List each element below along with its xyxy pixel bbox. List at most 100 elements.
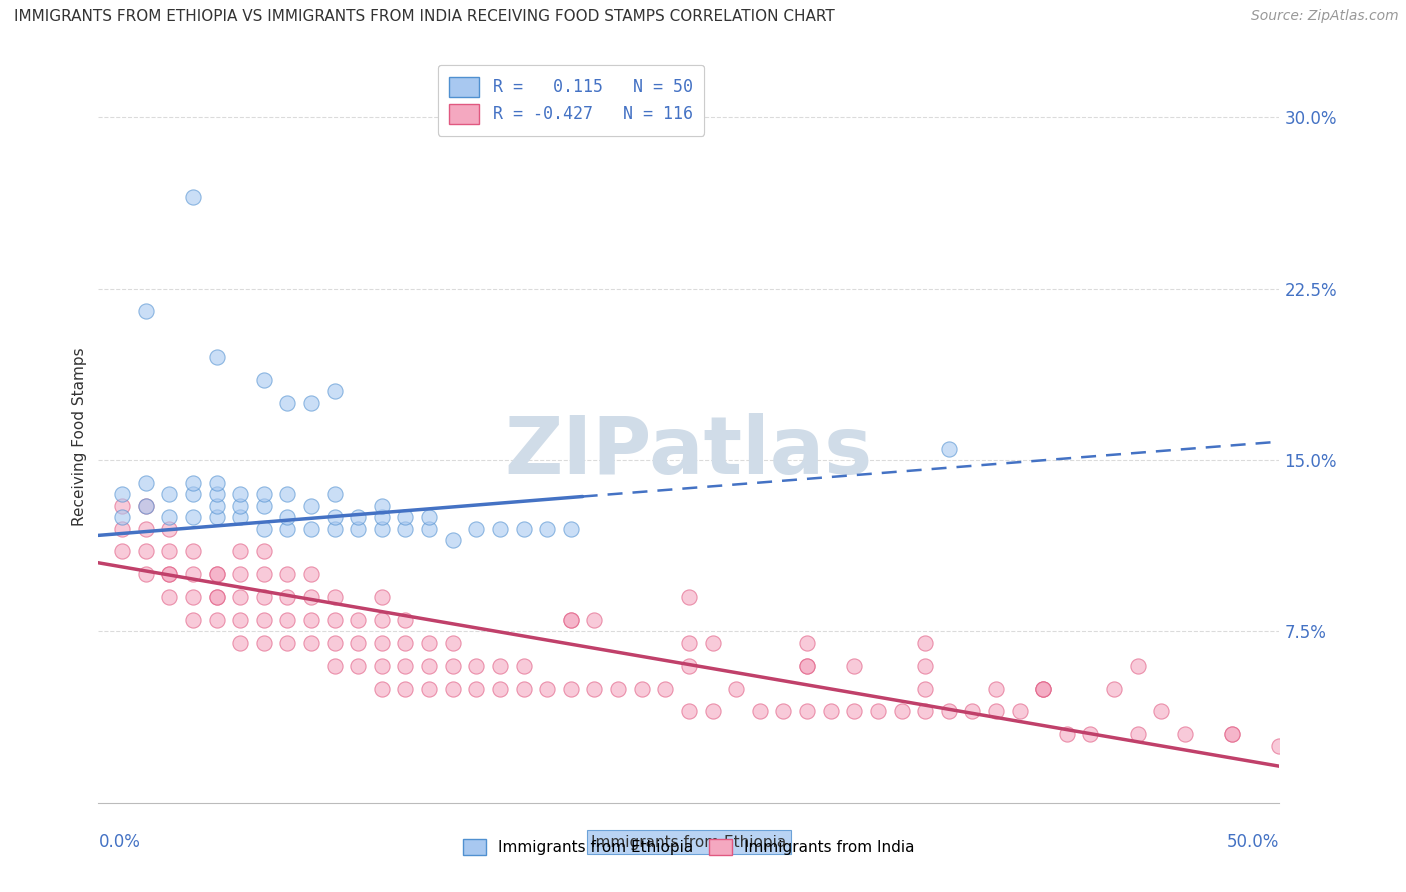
- Point: [253, 544, 276, 558]
- Point: [678, 636, 700, 650]
- Point: [748, 705, 770, 719]
- Point: [253, 373, 276, 387]
- Point: [276, 590, 298, 604]
- Point: [702, 705, 724, 719]
- Point: [371, 613, 394, 627]
- Y-axis label: Receiving Food Stamps: Receiving Food Stamps: [72, 348, 87, 526]
- Point: [299, 521, 322, 535]
- Point: [560, 613, 582, 627]
- Point: [725, 681, 748, 696]
- Point: [394, 681, 416, 696]
- Point: [323, 590, 346, 604]
- Point: [181, 613, 204, 627]
- Point: [512, 521, 534, 535]
- Point: [276, 521, 298, 535]
- Point: [253, 613, 276, 627]
- Point: [512, 681, 534, 696]
- Point: [678, 590, 700, 604]
- Point: [371, 510, 394, 524]
- Point: [347, 636, 370, 650]
- Point: [796, 658, 818, 673]
- Point: [394, 658, 416, 673]
- Point: [276, 567, 298, 582]
- Point: [1102, 681, 1125, 696]
- Point: [1032, 681, 1054, 696]
- Point: [394, 521, 416, 535]
- Point: [181, 475, 204, 490]
- Point: [205, 487, 228, 501]
- Text: ZIPatlas: ZIPatlas: [505, 413, 873, 491]
- Point: [205, 567, 228, 582]
- Point: [702, 636, 724, 650]
- Point: [914, 705, 936, 719]
- Point: [276, 487, 298, 501]
- Point: [489, 681, 512, 696]
- Point: [441, 636, 464, 650]
- Point: [229, 636, 252, 650]
- Point: [205, 567, 228, 582]
- Point: [157, 510, 180, 524]
- Point: [181, 190, 204, 204]
- Point: [157, 567, 180, 582]
- Point: [229, 510, 252, 524]
- Point: [205, 499, 228, 513]
- Point: [465, 681, 488, 696]
- Point: [371, 681, 394, 696]
- Point: [181, 510, 204, 524]
- Point: [181, 544, 204, 558]
- Point: [938, 705, 960, 719]
- Point: [323, 384, 346, 399]
- Point: [984, 681, 1007, 696]
- Point: [135, 521, 157, 535]
- Point: [323, 613, 346, 627]
- Point: [135, 475, 157, 490]
- Point: [371, 658, 394, 673]
- Point: [1080, 727, 1102, 741]
- Point: [1150, 705, 1173, 719]
- Point: [465, 658, 488, 673]
- Point: [347, 521, 370, 535]
- Point: [1268, 739, 1291, 753]
- Point: [205, 510, 228, 524]
- Point: [323, 510, 346, 524]
- Point: [299, 590, 322, 604]
- Text: 50.0%: 50.0%: [1227, 833, 1279, 851]
- Point: [560, 521, 582, 535]
- Point: [253, 567, 276, 582]
- Point: [111, 487, 134, 501]
- Point: [276, 396, 298, 410]
- Point: [111, 510, 134, 524]
- Point: [1032, 681, 1054, 696]
- Point: [323, 521, 346, 535]
- Point: [205, 350, 228, 364]
- Text: IMMIGRANTS FROM ETHIOPIA VS IMMIGRANTS FROM INDIA RECEIVING FOOD STAMPS CORRELAT: IMMIGRANTS FROM ETHIOPIA VS IMMIGRANTS F…: [14, 9, 835, 24]
- Point: [135, 304, 157, 318]
- Point: [1032, 681, 1054, 696]
- Point: [418, 521, 440, 535]
- Point: [181, 590, 204, 604]
- Point: [323, 636, 346, 650]
- Point: [157, 590, 180, 604]
- Point: [914, 681, 936, 696]
- Point: [205, 590, 228, 604]
- Point: [229, 487, 252, 501]
- Point: [229, 613, 252, 627]
- Text: Immigrants from Ethiopia: Immigrants from Ethiopia: [592, 835, 786, 850]
- Point: [157, 487, 180, 501]
- Point: [465, 521, 488, 535]
- Point: [347, 613, 370, 627]
- Point: [796, 705, 818, 719]
- Point: [678, 705, 700, 719]
- Point: [607, 681, 630, 696]
- Point: [938, 442, 960, 456]
- Point: [866, 705, 889, 719]
- Point: [229, 590, 252, 604]
- Point: [1220, 727, 1243, 741]
- Text: 0.0%: 0.0%: [98, 833, 141, 851]
- Point: [253, 499, 276, 513]
- Point: [253, 487, 276, 501]
- Point: [371, 590, 394, 604]
- Point: [323, 658, 346, 673]
- Point: [253, 521, 276, 535]
- Point: [796, 658, 818, 673]
